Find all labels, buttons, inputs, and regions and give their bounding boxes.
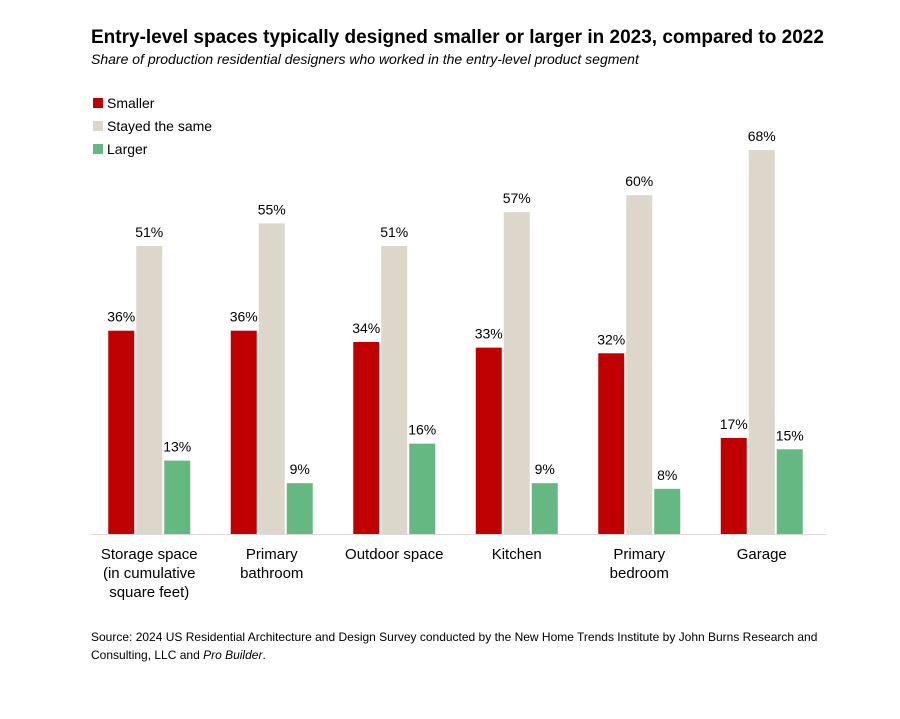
bar-stayed-the-same [258,223,285,535]
bar-larger [654,488,681,534]
data-label: 55% [258,201,286,217]
data-label: 16% [408,422,436,438]
legend-item-larger: Larger [93,137,212,160]
chart-subtitle: Share of production residential designer… [91,51,639,67]
data-label: 60% [625,173,653,189]
data-label: 9% [535,461,555,477]
source-publication: Pro Builder [203,648,263,662]
bar-smaller [720,438,747,534]
bar-smaller [108,330,135,534]
data-label: 8% [657,467,677,483]
bar-stayed-the-same [626,195,653,535]
data-label: 13% [163,439,191,455]
category-label: Storage space [101,546,198,563]
data-label: 36% [230,309,258,325]
data-label: 33% [475,326,503,342]
legend-label-smaller: Smaller [107,94,155,111]
category-label: square feet) [109,584,189,601]
legend-swatch-same [93,120,103,131]
bar-stayed-the-same [503,212,530,534]
data-label: 15% [776,427,804,443]
source-text: Source: 2024 US Residential Architecture… [91,630,818,662]
bar-smaller [353,342,380,534]
legend-label-same: Stayed the same [107,117,213,134]
category-label: Outdoor space [345,546,443,563]
category-label: Kitchen [492,546,542,563]
bar-larger [409,443,436,534]
bar-larger [164,460,191,534]
legend: Smaller Stayed the same Larger [93,91,212,160]
bar-larger [531,483,558,534]
bar-stayed-the-same [136,246,163,534]
category-label: Primary [613,546,665,563]
data-label: 51% [380,224,408,240]
category-label: bedroom [610,565,669,582]
bar-larger [286,483,313,534]
bar-smaller [475,347,502,534]
bar-larger [776,449,803,534]
bar-stayed-the-same [381,246,408,534]
category-label: (in cumulative [103,565,196,582]
data-label: 57% [503,190,531,206]
data-label: 17% [720,416,748,432]
chart-title: Entry-level spaces typically designed sm… [91,27,824,48]
source-note: Source: 2024 US Residential Architecture… [91,628,851,664]
category-label: bathroom [240,565,303,582]
category-label: Primary [246,546,298,563]
data-label: 9% [290,461,310,477]
bar-stayed-the-same [748,150,775,534]
bar-smaller [230,330,257,534]
category-label: Garage [737,546,787,563]
data-label: 32% [597,331,625,347]
legend-swatch-larger [93,143,103,154]
data-label: 36% [107,309,135,325]
legend-item-smaller: Smaller [93,91,212,114]
legend-label-larger: Larger [107,140,148,157]
data-label: 34% [352,320,380,336]
legend-swatch-smaller [93,97,103,108]
data-label: 51% [135,224,163,240]
legend-item-same: Stayed the same [93,114,212,137]
data-label: 68% [748,128,776,144]
source-end: . [262,648,266,662]
bar-smaller [598,353,625,534]
